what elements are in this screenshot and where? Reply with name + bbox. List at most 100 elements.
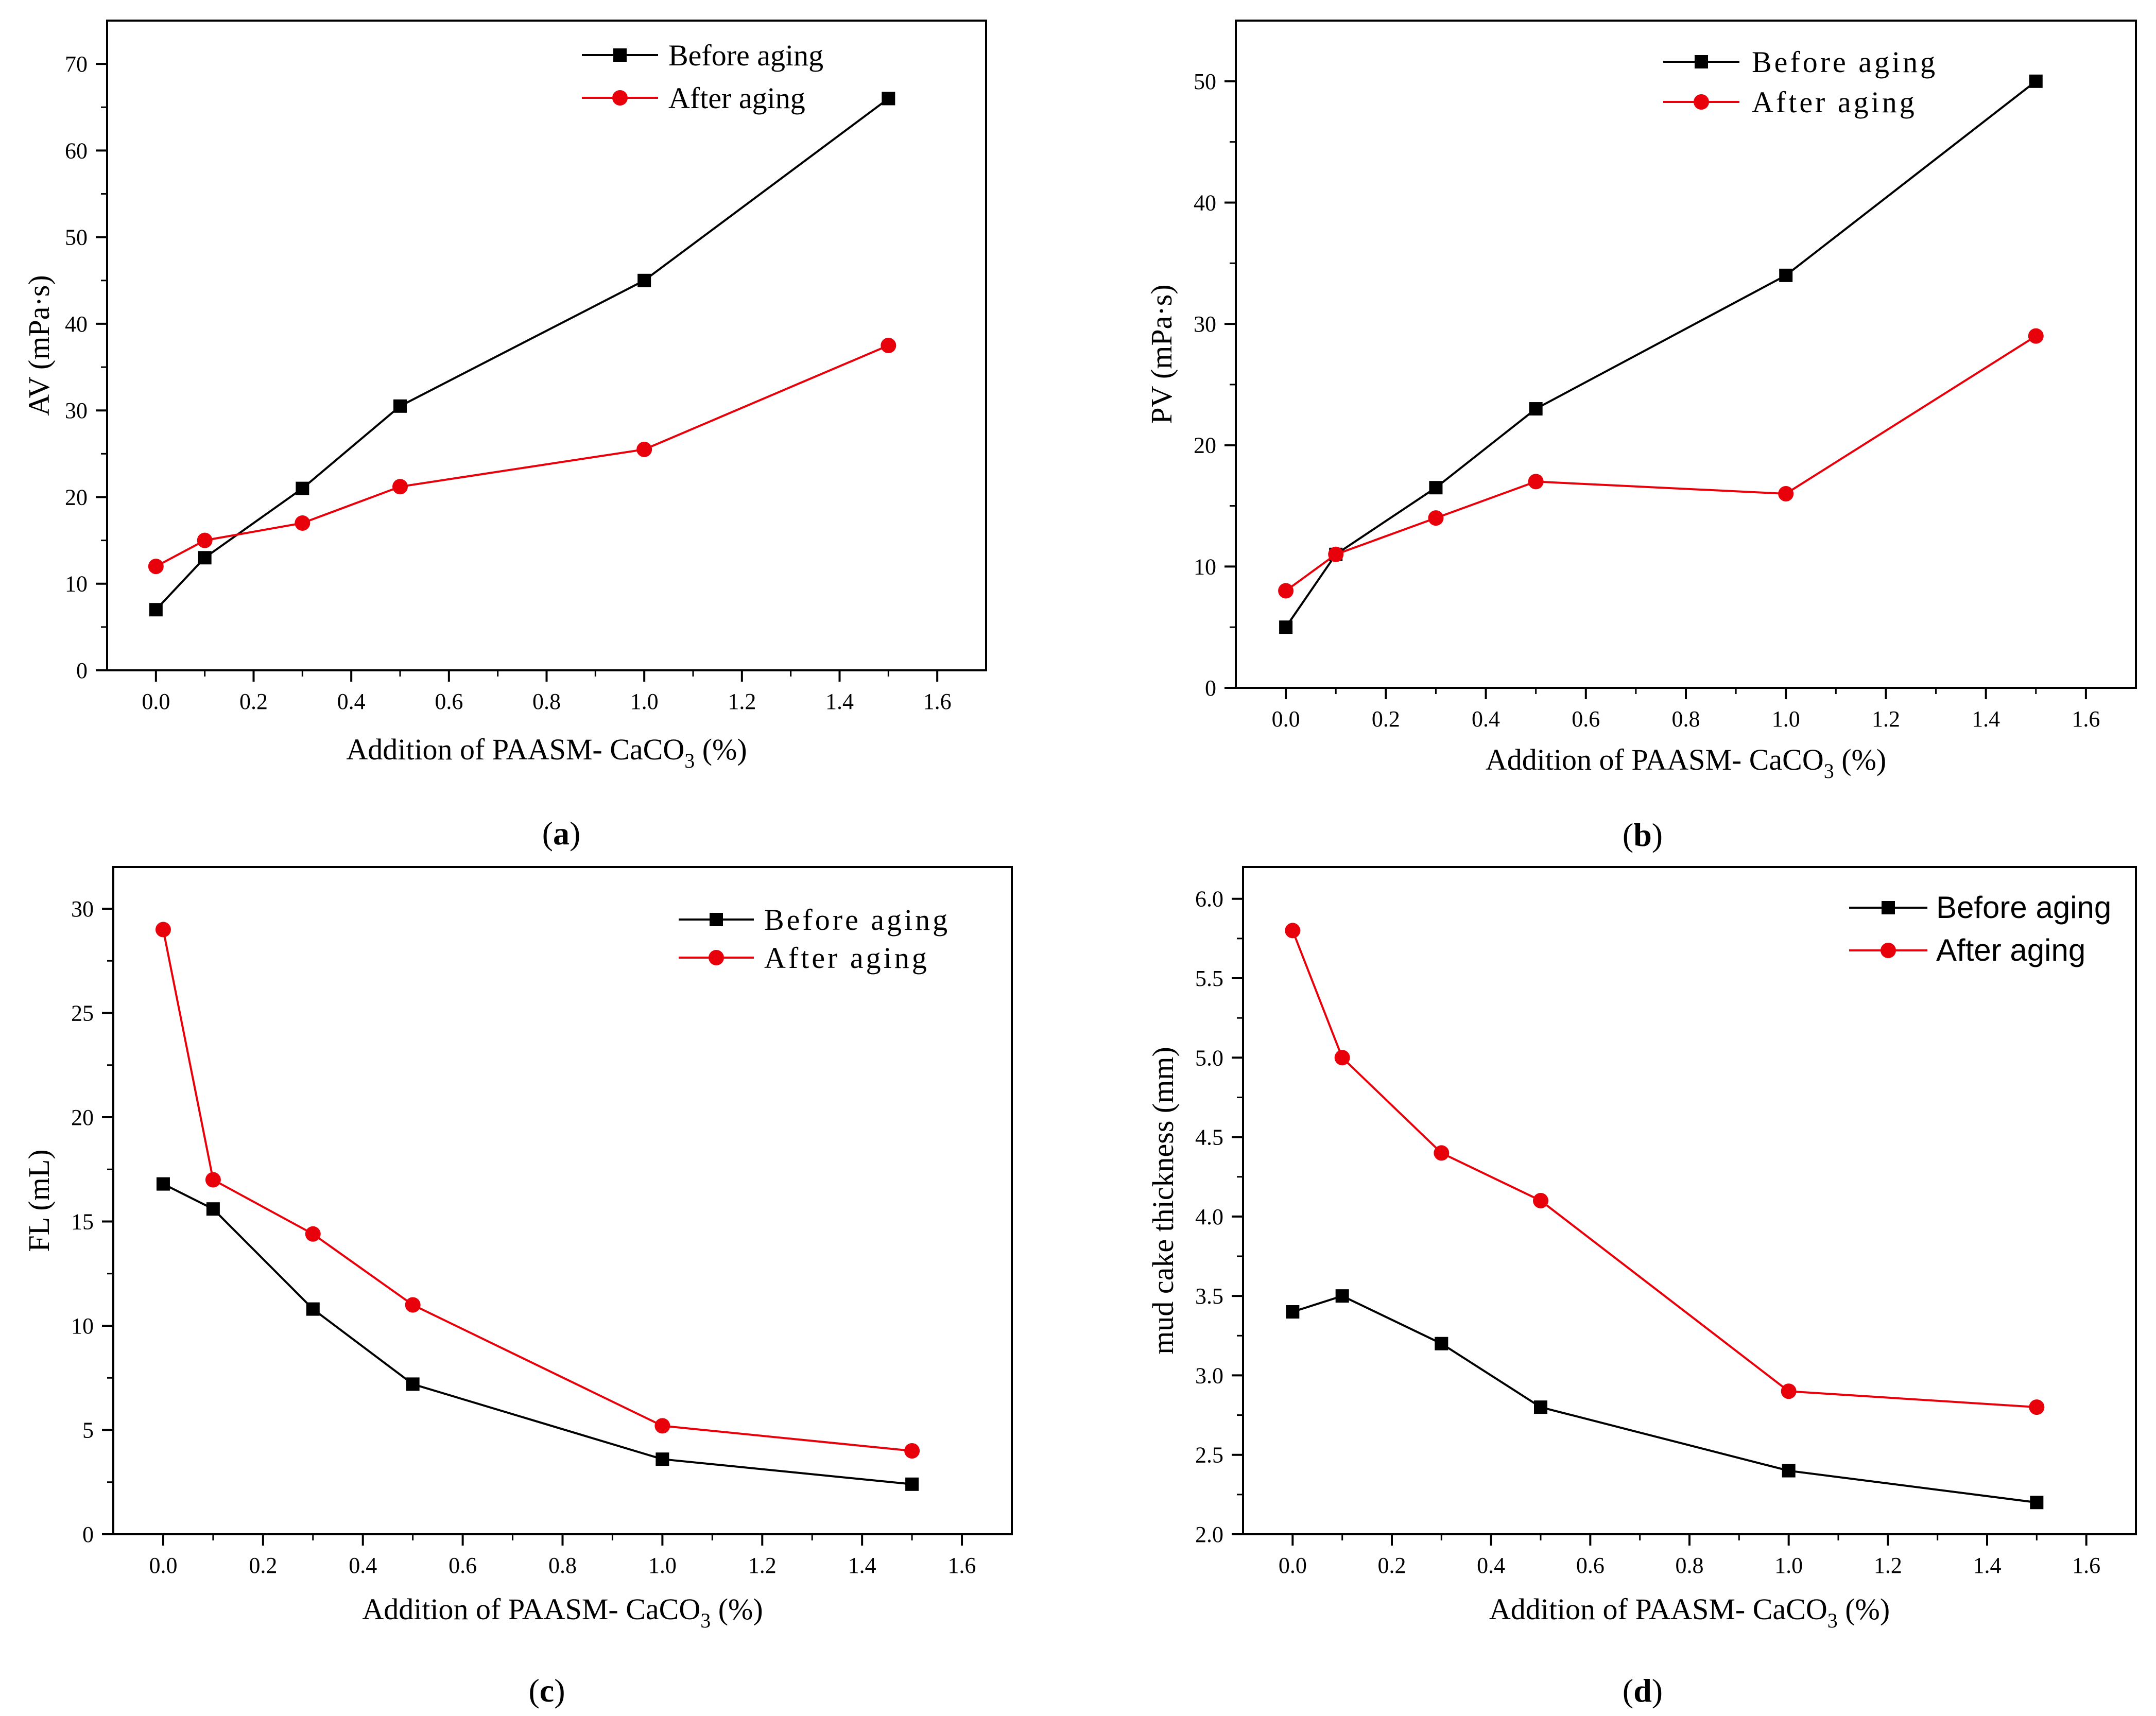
data-point-after-aging [305,1226,321,1242]
y-tick-label: 10 [65,571,88,597]
legend-label-after-aging: After aging [764,941,929,975]
legend-label-after-aging: After aging [1752,85,1917,119]
panel-caption-open: ( [1623,817,1633,853]
x-axis-label-subscript: 3 [1824,759,1834,783]
series-line-before-aging [163,1183,912,1485]
data-point-after-aging [392,479,408,495]
x-axis-label-main: Addition of PAASM- CaCO [1489,1592,1827,1626]
y-tick-label: 10 [71,1313,94,1339]
legend-marker-after-aging [1881,943,1896,958]
legend-marker-before-aging [710,913,723,926]
x-tick-label: 0.2 [1378,1553,1406,1578]
data-point-before-aging [656,1452,669,1466]
data-point-after-aging [2029,1399,2045,1415]
x-tick-label: 1.0 [630,689,659,714]
y-tick-label: 20 [1194,433,1216,458]
x-tick-label: 0.8 [532,689,561,714]
data-point-before-aging [2029,74,2043,88]
data-point-after-aging [636,441,652,457]
y-tick-label: 50 [1194,69,1216,94]
legend-label-before-aging: Before aging [764,903,950,937]
x-tick-label: 0.6 [435,689,463,714]
data-point-after-aging [904,1443,920,1459]
x-axis-label-main: Addition of PAASM- CaCO [1486,743,1824,776]
data-point-before-aging [206,1202,220,1216]
y-tick-label: 5.0 [1195,1045,1223,1070]
x-tick-label: 1.2 [1874,1553,1902,1578]
y-tick-label: 6.0 [1195,887,1223,912]
x-tick-label: 1.4 [848,1553,876,1578]
legend: Before aging After aging [679,903,950,975]
y-tick-label: 0 [82,1522,94,1547]
x-tick-label: 0.0 [142,689,170,714]
x-tick-label: 1.2 [1872,706,1900,732]
data-point-after-aging [1781,1383,1797,1399]
data-point-after-aging [1328,546,1344,562]
data-point-after-aging [881,338,896,353]
y-tick-label: 3.0 [1195,1363,1223,1388]
y-tick-label: 3.5 [1195,1284,1223,1309]
data-point-after-aging [2028,328,2044,344]
x-tick-label: 0.4 [1477,1553,1505,1578]
data-point-before-aging [1429,481,1443,495]
y-tick-label: 40 [1194,190,1216,215]
x-axis-label: Addition of PAASM- CaCO3 (%) [1489,1592,1890,1632]
x-tick-label: 0.8 [1672,706,1700,732]
x-tick-label: 1.2 [728,689,756,714]
data-point-after-aging [148,559,164,575]
data-point-before-aging [1286,1305,1300,1319]
series-line-before-aging [1285,80,2037,628]
x-axis-label: Addition of PAASM- CaCO3 (%) [362,1592,763,1632]
legend-marker-after-aging [612,90,628,106]
x-tick-label: 0.0 [1279,1553,1307,1578]
legend-label-before-aging: Before aging [668,39,823,72]
x-tick-label: 0.2 [239,689,268,714]
data-point-after-aging [1285,923,1301,939]
series-line-after-aging [1291,930,2037,1409]
panel-caption-close: ) [554,1672,565,1709]
panel-caption-close: ) [570,815,580,852]
x-tick-label: 1.4 [825,689,854,714]
y-tick-label: 4.0 [1195,1204,1223,1229]
data-point-after-aging [1334,1050,1350,1066]
data-point-after-aging [155,922,171,938]
data-point-after-aging [1434,1145,1450,1161]
y-tick-label: 2.5 [1195,1443,1223,1468]
x-axis-label-unit: (%) [1834,743,1886,776]
x-tick-label: 1.2 [748,1553,777,1578]
panel-caption-close: ) [1652,1672,1663,1709]
x-tick-label: 0.4 [349,1553,377,1578]
x-tick-label: 1.0 [648,1553,677,1578]
data-point-before-aging [637,273,651,287]
panel-c: 0.0 0.2 0.4 0.6 0.8 1.0 1.2 1.4 1.6 0 5 10 15 20 25 30 A… [22,866,1013,1709]
x-axis-label-subscript: 3 [684,749,695,772]
x-axis-label-main: Addition of PAASM- CaCO [362,1592,700,1626]
legend-marker-after-aging [1694,94,1709,110]
y-tick-label: 50 [65,225,88,250]
series-line-after-aging [1285,335,2037,592]
legend-label-before-aging: Before aging [1752,45,1938,79]
panel-b: 0.0 0.2 0.4 0.6 0.8 1.0 1.2 1.4 1.6 0 10 20 30 40 50 Ad… [1145,20,2137,853]
x-tick-label: 1.6 [948,1553,976,1578]
legend-marker-before-aging [1882,901,1895,914]
panel-caption-open: ( [1623,1672,1633,1709]
y-tick-label: 60 [65,138,88,163]
x-tick-label: 0.4 [337,689,366,714]
panel-caption: (d) [1623,1672,1663,1709]
data-point-after-aging [1778,486,1794,501]
y-tick-label: 5 [82,1418,94,1443]
y-tick-label: 25 [71,1001,94,1026]
x-axis-label-unit: (%) [695,733,747,766]
x-tick-label: 0.6 [1572,706,1600,732]
panel-caption: (a) [542,815,581,852]
y-tick-label: 20 [65,484,88,510]
legend-marker-after-aging [709,950,724,965]
data-point-before-aging [1534,1400,1547,1414]
data-point-before-aging [156,1177,170,1191]
x-tick-label: 0.8 [548,1553,577,1578]
x-axis-label-unit: (%) [1838,1592,1890,1626]
panel-caption-letter: a [553,815,570,852]
y-axis-label: AV (mPa·s) [22,275,56,415]
data-point-after-aging [1533,1193,1548,1208]
